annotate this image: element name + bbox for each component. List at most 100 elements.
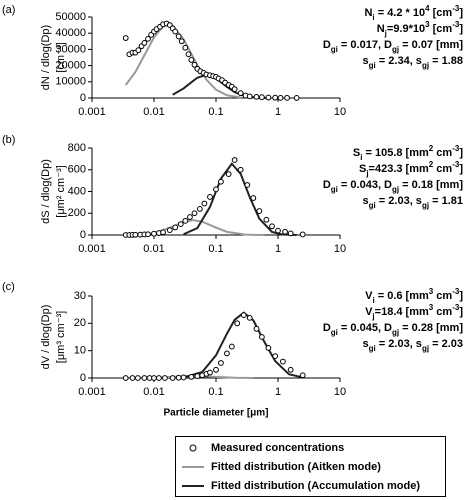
- annotation-part: s: [363, 338, 369, 350]
- data-point: [175, 374, 182, 381]
- data-point: [265, 94, 272, 101]
- annotation-part: 3: [425, 20, 430, 29]
- fit-line: [183, 311, 303, 379]
- y-tick-label: 400: [68, 185, 86, 197]
- x-tick-label: 10: [334, 386, 346, 398]
- y-axis-label: dN / dlog(Dp): [40, 25, 52, 90]
- annotation-part: j: [371, 312, 374, 321]
- data-point: [299, 231, 306, 238]
- annotation-part: = 1.81: [429, 195, 463, 207]
- data-point: [191, 210, 198, 217]
- data-point: [256, 208, 263, 214]
- data-point: [188, 57, 195, 63]
- annotation-part: -3: [452, 20, 460, 29]
- fit-line: [124, 23, 241, 99]
- annotation: Dgi = 0.045, Dgj = 0.28 [mm]: [323, 322, 464, 337]
- annotation-part: gi: [369, 61, 376, 70]
- x-tick-label: 1: [275, 243, 281, 255]
- data-point: [187, 214, 193, 220]
- annotation-part: = 2.03: [429, 338, 463, 350]
- annotation-part: = 105.8 [mm: [362, 147, 429, 159]
- data-point: [162, 375, 168, 381]
- annotation-part: -3: [452, 144, 460, 153]
- y-tick-label: 50000: [55, 11, 86, 23]
- annotation-part: ]: [459, 306, 463, 318]
- y-tick-label: 800: [68, 142, 86, 154]
- data-point: [151, 230, 157, 237]
- y-tick-label: 30000: [55, 43, 86, 55]
- annotation-part: N: [377, 23, 385, 35]
- data-point: [277, 94, 284, 101]
- annotation: Sj=423.3 [mm2 cm-3]: [359, 160, 463, 178]
- data-point: [135, 375, 141, 381]
- annotation-part: D: [323, 322, 331, 334]
- data-point: [132, 231, 139, 238]
- data-point: [182, 217, 189, 224]
- data-point: [169, 375, 176, 381]
- y-tick-label: 20000: [55, 60, 86, 72]
- data-point: [263, 216, 270, 223]
- annotation-part: gj: [392, 185, 399, 194]
- data-point: [253, 325, 260, 332]
- data-point: [188, 374, 195, 380]
- x-tick-label: 0.01: [143, 386, 164, 398]
- data-point: [259, 334, 265, 340]
- data-point: [275, 227, 281, 234]
- annotation-part: = 2.03, s: [376, 195, 422, 207]
- y-axis-label: dV / dlog(Dp): [40, 305, 52, 370]
- annotation-part: gj: [392, 45, 399, 54]
- annotation-part: gi: [331, 328, 338, 337]
- data-point: [280, 358, 286, 365]
- data-point: [265, 345, 272, 351]
- annotation-part: gi: [331, 45, 338, 54]
- annotation-part: = 0.07 [mm]: [399, 39, 463, 51]
- data-point: [224, 350, 230, 357]
- data-point: [185, 51, 192, 58]
- x-tick-label: 1: [275, 106, 281, 118]
- x-axis-label: Particle diameter [μm]: [163, 408, 268, 419]
- legend-label: Fitted distribution (Aitken mode): [211, 461, 381, 473]
- data-point: [282, 228, 288, 235]
- annotation-part: ]: [459, 7, 463, 19]
- data-point: [225, 171, 232, 178]
- annotation-part: 4: [425, 4, 430, 13]
- annotation-part: 2: [429, 160, 434, 169]
- annotation: Dgi = 0.043, Dgj = 0.18 [mm]: [323, 179, 464, 194]
- annotation-part: = 0.18 [mm]: [399, 179, 463, 191]
- data-point: [177, 221, 184, 228]
- y-tick-label: 0: [80, 229, 86, 241]
- annotation-part: = 0.045, D: [338, 322, 392, 334]
- data-point: [178, 38, 185, 45]
- y-axis-label: dS / dlog(Dp): [40, 159, 52, 224]
- x-tick-label: 0.001: [78, 243, 106, 255]
- data-point: [194, 373, 201, 379]
- data-point: [156, 375, 162, 381]
- y-tick-label: 20: [74, 317, 86, 329]
- annotation-part: -3: [452, 303, 460, 312]
- data-point: [172, 224, 179, 231]
- data-point: [237, 166, 244, 173]
- annotation-part: -3: [452, 4, 460, 13]
- data-point: [272, 94, 279, 101]
- data-point: [141, 40, 148, 46]
- data-point: [180, 374, 187, 381]
- annotation-part: gi: [331, 185, 338, 194]
- x-tick-label: 0.1: [208, 386, 223, 398]
- annotation-part: 3: [429, 287, 434, 296]
- data-point: [240, 312, 247, 319]
- data-point: [272, 353, 279, 360]
- data-point: [145, 231, 151, 238]
- annotation-part: V: [365, 290, 373, 302]
- data-point: [213, 366, 219, 373]
- x-tick-label: 0.001: [78, 386, 106, 398]
- y-tick-label: 0: [80, 372, 86, 384]
- data-point: [141, 375, 148, 381]
- x-tick-label: 0.1: [208, 243, 223, 255]
- annotation-part: j: [384, 29, 387, 38]
- annotation-part: S: [353, 147, 360, 159]
- annotation: Nj=9.9*103 [cm-3]: [377, 20, 464, 38]
- data-point: [122, 375, 129, 381]
- data-point: [135, 47, 142, 54]
- data-point: [287, 366, 294, 373]
